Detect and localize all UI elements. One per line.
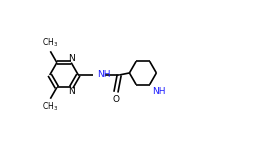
Text: NH: NH — [152, 87, 166, 96]
Text: N: N — [68, 54, 74, 63]
Text: N: N — [68, 87, 74, 96]
Text: CH$_3$: CH$_3$ — [42, 101, 58, 113]
Text: O: O — [112, 95, 119, 104]
Text: CH$_3$: CH$_3$ — [42, 37, 58, 49]
Text: NH: NH — [97, 70, 110, 80]
